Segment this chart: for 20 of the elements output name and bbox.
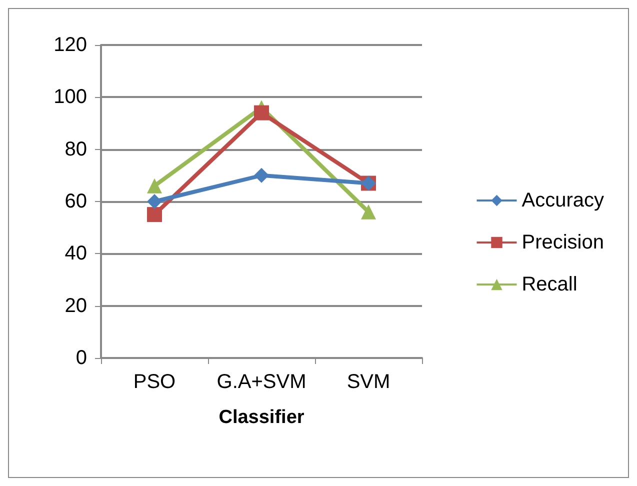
point	[254, 168, 269, 183]
y-tick-label: 80	[64, 138, 87, 160]
x-axis-title: Classifier	[218, 407, 305, 428]
point	[147, 207, 162, 222]
x-tick-label: G.A+SVM	[216, 371, 306, 393]
x-tick-label: PSO	[133, 371, 176, 393]
legend-label: Recall	[522, 274, 578, 296]
point	[361, 204, 376, 220]
point	[254, 105, 269, 120]
y-tick-label: 0	[76, 347, 87, 369]
y-tick-label: 20	[64, 294, 87, 317]
y-tick-label: 120	[54, 34, 87, 56]
y-tick-label: 40	[64, 242, 87, 265]
x-tick-label: SVM	[346, 371, 390, 393]
y-tick-label: 60	[64, 190, 87, 212]
legend-label: Precision	[522, 232, 604, 254]
y-tick-label: 100	[54, 86, 87, 108]
point	[147, 178, 162, 194]
point	[147, 194, 162, 209]
legend-label: Accuracy	[522, 190, 604, 212]
